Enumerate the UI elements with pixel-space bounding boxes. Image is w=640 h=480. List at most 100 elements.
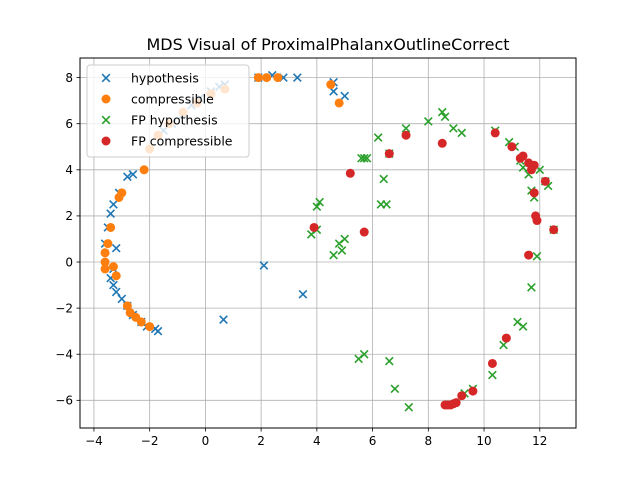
hypothesis-point [340,91,350,101]
fp-hypothesis-point [404,402,414,412]
fp-compressible-point [524,250,534,260]
x-tick-label: 2 [257,434,265,448]
fp-compressible-point [309,222,319,232]
compressible-point [100,264,110,274]
x-tick-label: 6 [369,434,377,448]
fp-compressible-point [501,333,511,343]
hypothesis-point [106,209,116,218]
fp-compressible-point [345,168,355,178]
y-tick-label: 6 [65,117,73,131]
hypothesis-point [123,172,132,182]
fp-compressible-point [487,358,497,368]
fp-hypothesis-point [518,322,528,331]
fp-compressible-point [518,151,528,161]
fp-compressible-point [384,149,394,159]
fp-hypothesis-point [362,153,372,163]
y-tick-label: −4 [55,348,73,362]
fp-compressible-point [529,188,539,198]
hypothesis-point [298,289,308,299]
hypothesis-point [128,170,138,179]
fp-hypothesis-point [340,234,350,244]
series-fp-compressible [309,128,559,410]
x-tick-label: 4 [313,434,321,448]
legend-box [86,64,250,158]
fp-hypothesis-point [390,384,400,394]
compressible-point [262,73,272,83]
legend-marker-fp-compressible [101,136,111,146]
chart-title: MDS Visual of ProximalPhalanxOutlineCorr… [146,35,509,54]
hypothesis-point [111,243,121,253]
y-tick-label: 8 [65,71,73,85]
compressible-point [117,188,127,198]
fp-compressible-point [359,227,369,237]
fp-hypothesis-point [401,123,411,133]
y-tick-label: 4 [65,163,73,177]
fp-hypothesis-point [384,356,394,366]
legend-marker-fp-hypothesis [101,115,111,125]
compressible-point [334,98,344,108]
compressible-point [273,73,283,83]
y-tick-label: −6 [55,394,73,408]
fp-hypothesis-point [440,112,450,122]
fp-compressible-point [529,160,539,170]
fp-compressible-point [507,142,517,152]
fp-hypothesis-point [449,123,458,133]
x-tick-label: −2 [141,434,159,448]
compressible-point [139,165,149,175]
fp-hypothesis-point [379,174,389,184]
x-tick-label: −4 [85,434,103,448]
fp-compressible-point [440,400,450,410]
hypothesis-point [109,200,118,209]
y-tick-label: 0 [65,255,73,269]
compressible-point [136,317,146,327]
fp-hypothesis-point [488,370,497,380]
legend-label-fp-compressible: FP compressible [131,134,233,149]
y-tick-label: 2 [65,209,73,223]
fp-compressible-point [468,386,478,396]
legend-marker-hypothesis [101,73,111,83]
x-tick-label: 0 [202,434,210,448]
hypothesis-point [153,326,163,336]
fp-hypothesis-point [437,107,447,117]
fp-hypothesis-point [527,283,536,292]
fp-compressible-point [437,138,447,148]
hypothesis-point [292,73,302,82]
fp-hypothesis-point [359,153,369,163]
compressible-point [106,222,116,232]
fp-compressible-point [532,216,542,226]
hypothesis-point [117,294,127,304]
fp-hypothesis-point [354,354,364,364]
y-tick-label: −2 [55,301,73,315]
fp-hypothesis-point [382,200,391,209]
compressible-point [111,271,121,281]
compressible-point [145,322,155,332]
fp-compressible-point [490,128,500,138]
fp-hypothesis-point [532,251,542,261]
compressible-point [100,248,110,258]
legend-marker-compressible [101,94,111,104]
fp-compressible-point [401,130,411,140]
hypothesis-point [109,280,118,290]
x-tick-label: 12 [532,434,547,448]
compressible-point [253,73,263,83]
axis-ticks: −4 −2 0 2 4 6 8 10 12 −6 −4 −2 0 2 4 6 8 [55,71,547,448]
fp-compressible-point [549,225,559,235]
fp-hypothesis-point [373,133,383,142]
x-tick-label: 10 [476,434,491,448]
fp-hypothesis-point [423,117,433,126]
hypothesis-point [259,261,269,270]
fp-hypothesis-point [457,128,467,138]
fp-hypothesis-point [329,250,338,260]
axes-frame [79,57,577,429]
hypothesis-point [111,287,121,297]
compressible-point [108,262,118,272]
compressible-point [122,301,132,311]
legend-label-hypothesis: hypothesis [131,71,199,86]
fp-compressible-point [457,391,467,401]
fp-hypothesis-point [312,202,322,212]
fp-compressible-point [540,176,550,186]
legend: hypothesis compressible FP hypothesis FP co… [86,64,250,158]
legend-label-fp-hypothesis: FP hypothesis [131,113,218,128]
compressible-point [326,80,336,90]
